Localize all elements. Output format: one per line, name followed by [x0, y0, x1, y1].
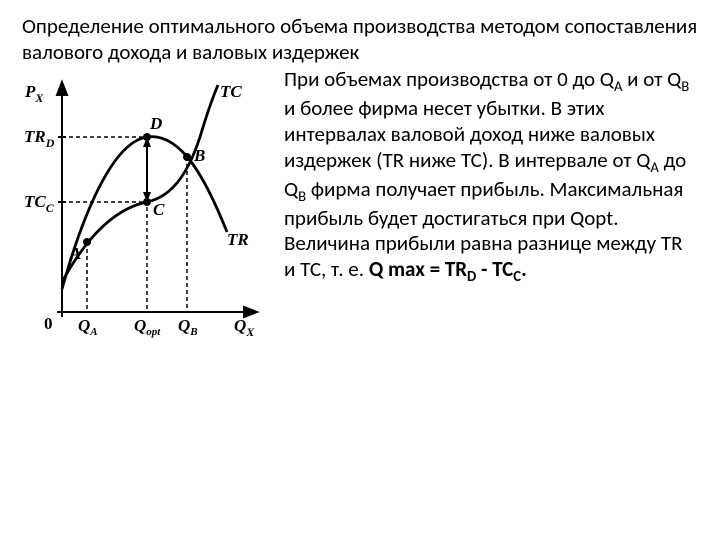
- body-text: При объемах производства от 0 до Q A и от…: [284, 67, 698, 342]
- svg-text:D: D: [149, 114, 162, 133]
- svg-text:TCC: TCC: [24, 192, 55, 215]
- svg-text:PX: PX: [24, 82, 44, 105]
- svg-text:TC: TC: [220, 82, 242, 101]
- svg-text:A: A: [69, 244, 81, 263]
- svg-text:Qopt: Qopt: [134, 316, 161, 338]
- svg-text:QB: QB: [178, 316, 198, 338]
- body-span: При объемах производства от 0 до Q: [284, 66, 614, 92]
- svg-text:QA: QA: [78, 316, 98, 338]
- page-title: Определение оптимального объема производ…: [22, 14, 698, 65]
- svg-text:TRD: TRD: [24, 127, 55, 150]
- tr-tc-chart: PX TRD TCC A D C B TC TR 0 QA Qopt QB QX: [22, 67, 267, 342]
- svg-text:B: B: [193, 146, 205, 165]
- svg-text:TR: TR: [227, 230, 249, 249]
- sub-b2: B: [298, 187, 306, 205]
- body-span: и от Q: [622, 66, 681, 92]
- content-row: PX TRD TCC A D C B TC TR 0 QA Qopt QB QX…: [22, 67, 698, 342]
- body-span: и более фирма несет убытки. В этих интер…: [284, 95, 655, 172]
- formula: Q max = TRD - TCC.: [369, 256, 527, 282]
- sub-b: B: [681, 77, 689, 95]
- sub-a2: A: [650, 158, 659, 176]
- svg-text:QX: QX: [234, 316, 255, 339]
- svg-text:C: C: [153, 200, 165, 219]
- chart-container: PX TRD TCC A D C B TC TR 0 QA Qopt QB QX: [22, 67, 272, 342]
- svg-text:0: 0: [44, 314, 53, 333]
